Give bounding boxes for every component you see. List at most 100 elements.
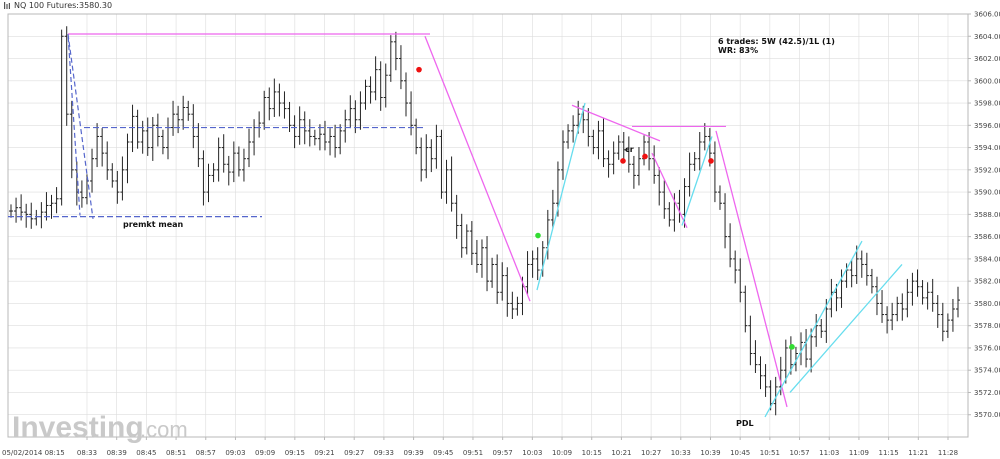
ohlc-bar [814,313,819,347]
ohlc-bar [231,141,236,183]
ohlc-bar [935,295,940,328]
ohlc-bar [712,141,717,203]
ohlc-bar [29,202,34,229]
x-tick-label: 10:39 [700,449,720,457]
ohlc-bar [530,250,535,278]
ohlc-bar [723,193,728,249]
ohlc-bar [95,123,100,168]
ohlc-bar [905,278,910,318]
ohlc-bar [282,91,287,119]
ohlc-bar [748,315,753,366]
x-tick-label: 09:51 [463,449,483,457]
x-tick-label: 10:03 [522,449,542,457]
ohlc-bar [398,45,403,90]
ohlc-bar [490,257,495,288]
ohlc-bar [130,104,135,153]
ohlc-bar [181,95,186,130]
y-tick-label: 3602.00 [974,55,1000,63]
ohlc-bar [186,100,191,121]
ohlc-bar [910,272,915,306]
ohlc-bar [236,146,241,177]
ohlc-bar [100,128,105,167]
ohlc-bar [59,29,64,206]
ohlc-bar [920,280,925,305]
ohlc-bar [510,291,515,320]
stats-line-1: 6 trades: 5W (42.5)/1L (1) [718,37,835,46]
x-tick-label: 11:03 [819,449,839,457]
ohlc-bar [743,285,748,333]
ohlc-bar [900,293,905,321]
marker-label: cr [625,145,634,154]
ohlc-bar [343,109,348,143]
x-tick-label: 05/02/2014 08:15 [2,449,65,457]
ohlc-bar [383,63,388,108]
ohlc-bar [702,123,707,151]
ohlc-bar [566,124,571,149]
premarket-mean-label: premkt mean [123,220,184,229]
ohlc-bar [844,263,849,288]
ohlc-bar [454,194,459,239]
x-tick-label: 09:27 [344,449,364,457]
ohlc-bar [373,56,378,101]
magenta-trend-4 [715,130,788,408]
ohlc-bar [409,91,414,136]
ohlc-bar [621,131,626,162]
ohlc-bar [434,124,439,169]
trade-markers [416,66,795,350]
watermark-domain: .com [140,417,188,442]
x-tick-label: 09:45 [433,449,453,457]
ohlc-bar [90,148,95,193]
ohlc-bar [849,260,854,288]
window-title-bar: NQ 100 Futures:3580.30 [0,0,1000,12]
ohlc-bar [459,213,464,258]
ohlc-bar [267,87,272,121]
ohlc-bar [206,163,211,203]
y-tick-label: 3598.00 [974,100,1000,108]
ohlc-bar [880,290,885,323]
x-tick-label: 09:57 [493,449,513,457]
ohlc-bar [439,129,444,199]
y-tick-label: 3576.00 [974,344,1000,352]
window-title: NQ 100 Futures:3580.30 [14,1,113,10]
y-tick-label: 3572.00 [974,389,1000,397]
ohlc-bar [14,197,19,223]
cyan-trend-2 [681,136,713,226]
plot-frame [7,13,969,438]
x-tick-label: 10:15 [582,449,602,457]
ohlc-bar [262,90,267,130]
ohlc-bar [24,203,29,228]
ohlc-bar [9,204,13,218]
ohlc-bar [277,83,282,117]
ohlc-bar [49,194,54,219]
ohlc-bar [171,100,176,136]
x-tick-label: 08:45 [136,449,156,457]
ohlc-bar [307,119,312,147]
ohlc-bar [717,185,722,210]
x-tick-label: 10:21 [611,449,631,457]
ohlc-bar [44,192,49,221]
ohlc-bar [150,116,155,161]
ohlc-bar [586,108,591,147]
y-tick-label: 3574.00 [974,367,1000,375]
ohlc-bar [895,296,900,322]
x-tick-label: 08:51 [166,449,186,457]
y-tick-label: 3604.00 [974,33,1000,41]
ohlc-bar [606,150,611,178]
ohlc-bar [333,124,338,158]
ohlc-bar [287,101,292,132]
ohlc-bar [950,298,955,332]
ohlc-bar [393,31,398,71]
y-tick-label: 3594.00 [974,144,1000,152]
ohlc-bar [358,91,363,130]
magenta-trend-2 [571,104,661,142]
watermark-logo: Investing [12,411,144,444]
ohlc-bar [444,159,449,204]
ohlc-bar [925,282,930,310]
x-tick-label: 09:33 [374,449,394,457]
ohlc-bar [809,328,814,373]
ohlc-bar [733,250,738,284]
x-tick-label: 10:27 [641,449,661,457]
ohlc-bar [956,286,960,318]
ohlc-bar [34,209,39,226]
